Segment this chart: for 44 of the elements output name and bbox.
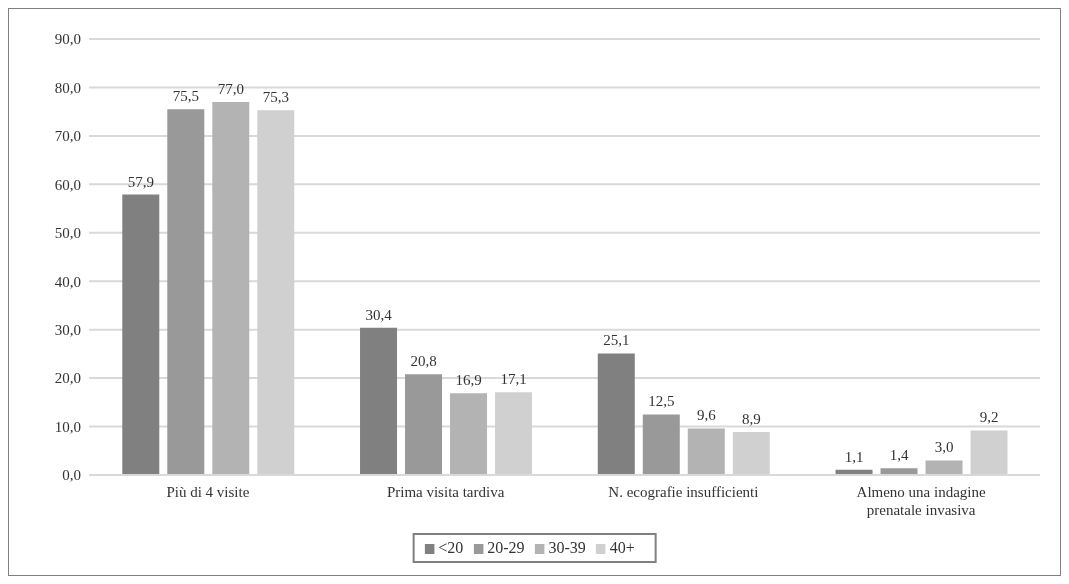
- data-label: 17,1: [500, 371, 527, 388]
- data-label: 1,1: [844, 448, 864, 465]
- bar: [925, 460, 963, 475]
- x-tick-label: N. ecografie insufficienti: [608, 484, 759, 500]
- data-label: 25,1: [603, 332, 630, 349]
- legend-label: 40+: [609, 539, 635, 556]
- data-label: 3,0: [934, 439, 954, 456]
- bar: [687, 428, 725, 475]
- bar: [405, 374, 443, 475]
- y-tick-label: 90,0: [54, 31, 81, 48]
- bar: [360, 327, 398, 475]
- y-tick-label: 30,0: [54, 321, 81, 338]
- data-label: 57,9: [127, 173, 154, 190]
- data-label: 12,5: [648, 393, 675, 410]
- x-tick-label: Almeno una indagine prenatale invasiva: [856, 484, 987, 518]
- legend-label: 30-39: [548, 539, 586, 556]
- data-label: 9,6: [696, 407, 717, 424]
- y-tick-label: 40,0: [54, 273, 81, 290]
- bar: [167, 109, 205, 475]
- data-label: 75,3: [262, 89, 289, 106]
- data-label: 20,8: [410, 353, 437, 370]
- y-tick-label: 70,0: [54, 128, 81, 145]
- y-tick-label: 50,0: [54, 225, 81, 242]
- data-label: 77,0: [217, 80, 244, 97]
- y-tick-label: 60,0: [54, 176, 81, 193]
- legend-label: 20-29: [487, 539, 525, 556]
- bar: [122, 194, 160, 475]
- bar: [212, 101, 250, 475]
- bar: [597, 353, 635, 475]
- y-tick-label: 20,0: [54, 370, 81, 387]
- x-tick-label: Più di 4 visite: [166, 484, 250, 500]
- x-tick-label: Prima visita tardiva: [386, 484, 505, 500]
- data-label: 16,9: [455, 372, 482, 389]
- y-tick-label: 10,0: [54, 418, 81, 435]
- data-label: 75,5: [172, 88, 199, 105]
- bar: [450, 393, 488, 475]
- y-tick-label: 0,0: [62, 467, 81, 484]
- data-label: 30,4: [365, 306, 393, 323]
- data-label: 9,2: [979, 409, 999, 426]
- legend-label: <20: [438, 539, 464, 556]
- y-tick-label: 80,0: [54, 79, 81, 96]
- data-label: 1,4: [889, 447, 909, 464]
- data-label: 8,9: [741, 410, 761, 427]
- bar: [642, 414, 680, 475]
